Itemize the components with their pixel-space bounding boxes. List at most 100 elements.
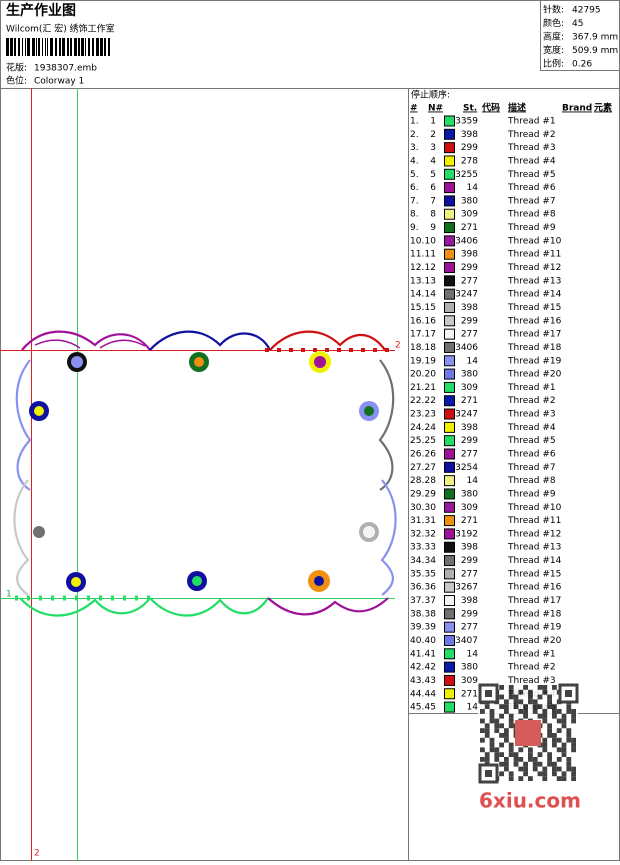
row-number: 19 [425, 356, 437, 366]
color-swatch [444, 262, 455, 274]
qr-cell [484, 757, 490, 762]
bar-line [59, 38, 61, 56]
row-index: 22. [410, 396, 424, 406]
row-number: 15 [425, 303, 436, 313]
marker: 2 [395, 341, 401, 351]
row-number: 20 [425, 370, 437, 380]
description: Thread #11 [507, 516, 561, 526]
row-index: 32. [410, 529, 424, 539]
qr-cell [547, 757, 552, 762]
qr-cell [499, 771, 504, 777]
color-swatch [444, 288, 455, 300]
qr-cell [542, 747, 548, 753]
qr-cell [494, 752, 500, 757]
stitches: 271 [461, 223, 478, 233]
color-swatch [444, 328, 455, 340]
row-index: 13. [410, 276, 424, 286]
row-number: 33 [425, 543, 436, 553]
bar-line [92, 38, 94, 56]
qr-cell [547, 733, 552, 738]
qr-cell [513, 757, 519, 762]
description: Thread #2 [507, 396, 556, 406]
row-number: 18 [425, 343, 437, 353]
row-number: 41 [425, 649, 436, 659]
qr-cell [513, 761, 519, 767]
color-swatch [444, 581, 455, 593]
artwork [0, 88, 397, 861]
row-number: 38 [425, 609, 437, 619]
bar-line [100, 38, 103, 56]
row-index: 24. [410, 423, 424, 433]
qr-cell [537, 771, 543, 777]
bar-line [27, 38, 30, 56]
qr-cell [523, 709, 528, 714]
color-swatch [444, 275, 455, 287]
qr-cell [484, 704, 490, 709]
scroll [34, 339, 146, 349]
row-index: 28. [410, 476, 424, 486]
qr-cell [556, 709, 562, 714]
qr-cell [508, 718, 514, 724]
row-index: 12. [410, 263, 424, 273]
qr-cell [508, 694, 514, 700]
qr-cell [542, 771, 548, 777]
color-swatch [444, 421, 455, 433]
qr-cell [508, 747, 514, 753]
row-index: 19. [410, 356, 424, 366]
qr-cell [566, 728, 572, 733]
scroll [267, 597, 389, 616]
scroll [380, 479, 397, 596]
qr-cell [508, 771, 514, 777]
row-index: 9. [410, 223, 419, 233]
stat-label: 针数: [543, 4, 564, 16]
color-swatch [444, 608, 455, 620]
bar-line [18, 38, 20, 56]
color-swatch [444, 395, 455, 407]
qr-cell [552, 733, 557, 738]
description: Thread #20 [507, 370, 562, 380]
description: Thread #9 [507, 489, 556, 499]
qr-cell [528, 757, 533, 762]
qr-cell [552, 766, 557, 772]
table-title: 停止顺序: [411, 89, 450, 101]
row-index: 5. [410, 170, 419, 180]
color-swatch [444, 501, 455, 513]
row-number: 31 [425, 516, 436, 526]
bar-line [62, 38, 65, 56]
row-index: 44. [410, 689, 424, 699]
qr-cell [552, 704, 557, 709]
row-index: 25. [410, 436, 424, 446]
row-number: 36 [425, 583, 437, 593]
qr-cell [566, 704, 572, 709]
row-number: 10 [425, 236, 437, 246]
qr-cell [528, 689, 533, 695]
qr-cell [508, 685, 514, 690]
qr-cell [571, 771, 576, 777]
color-swatch [444, 182, 455, 194]
color-swatch [444, 701, 455, 713]
row-number: 32 [425, 529, 436, 539]
row-index: 35. [410, 569, 424, 579]
bar-line [25, 38, 26, 56]
row-index: 26. [410, 450, 424, 460]
color-swatch [444, 634, 455, 646]
color-swatch [444, 115, 455, 127]
row-index: 1. [410, 117, 419, 127]
description: Thread #6 [507, 183, 556, 193]
row-index: 17. [410, 330, 424, 340]
scroll [378, 359, 395, 491]
qr-cell [528, 699, 533, 705]
qr-cell [494, 728, 500, 733]
stitches: 299 [461, 263, 478, 273]
bar-line [88, 38, 90, 56]
stitches: 14 [467, 476, 479, 486]
row-index: 4. [410, 156, 419, 166]
stitches: 3407 [455, 636, 478, 646]
qr-cell [571, 747, 576, 753]
stitches: 380 [461, 663, 478, 673]
description: Thread #16 [507, 583, 562, 593]
stat-label: 高度: [543, 31, 564, 43]
bar-line [96, 38, 99, 56]
row-index: 8. [410, 210, 419, 220]
